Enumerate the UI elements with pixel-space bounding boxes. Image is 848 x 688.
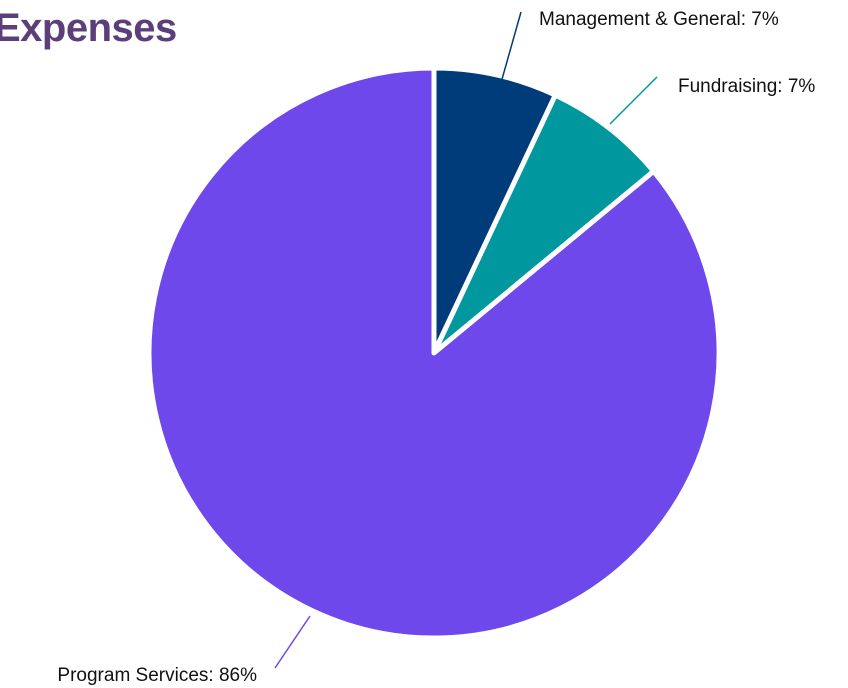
slice-labels: Management & General: 7% Fundraising: 7% P…: [57, 9, 815, 686]
slice-label-program-services: Program Services: 86%: [57, 665, 257, 686]
leader-line-management-general: [496, 11, 522, 98]
leader-lines: [274, 11, 658, 669]
pie-slices: [146, 65, 722, 641]
slice-label-fundraising: Fundraising: 7%: [678, 76, 815, 97]
leader-line-program-services: [274, 615, 311, 669]
pie-slice-program-services: [146, 65, 722, 641]
leader-line-fundraising: [609, 76, 658, 125]
chart-title: Expenses: [0, 6, 177, 50]
slice-label-management-general: Management & General: 7%: [539, 9, 779, 30]
